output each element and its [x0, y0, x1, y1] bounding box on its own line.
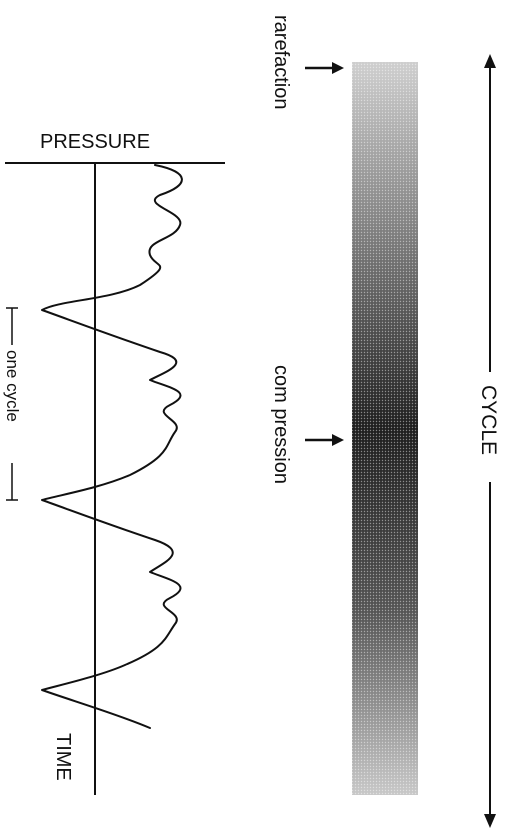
arrow-head: [484, 814, 496, 828]
pressure-label: PRESSURE: [40, 131, 150, 153]
arrow-head: [332, 62, 344, 74]
arrow-head: [332, 434, 344, 446]
rarefaction-label: rarefaction: [270, 15, 292, 110]
waveform: [41, 164, 183, 729]
density-texture: [352, 62, 418, 795]
compression-label: com pression: [270, 365, 292, 484]
period-label-bg: [4, 345, 22, 463]
cycle-label: CYCLE: [477, 385, 500, 455]
time-label: TIME: [52, 733, 74, 781]
arrow-head: [484, 54, 496, 68]
period-label: one cycle: [3, 350, 22, 422]
